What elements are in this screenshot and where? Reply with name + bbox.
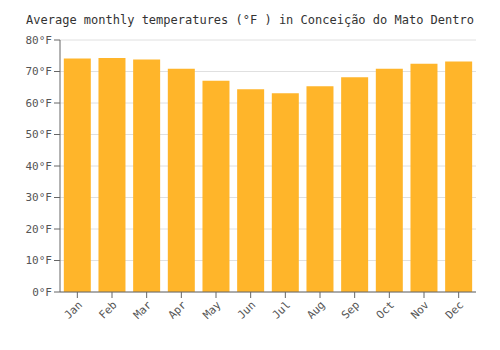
svg-text:60°F: 60°F [26, 97, 53, 110]
svg-text:Apr: Apr [166, 298, 190, 322]
svg-text:30°F: 30°F [26, 191, 53, 204]
svg-text:May: May [200, 298, 224, 322]
html-text:Average monthly temperatures (: Average monthly temperatures (°F ) in Co… [26, 13, 474, 27]
svg-text:70°F: 70°F [26, 65, 53, 78]
svg-text:Jun: Jun [235, 298, 258, 321]
svg-text:Aug: Aug [304, 298, 327, 321]
svg-text:80°F: 80°F [26, 34, 53, 47]
svg-text:Jul: Jul [270, 298, 293, 321]
svg-text:Mar: Mar [131, 298, 155, 322]
svg-text:50°F: 50°F [26, 128, 53, 141]
svg-text:20°F: 20°F [26, 223, 53, 236]
svg-text:40°F: 40°F [26, 160, 53, 173]
svg-text:Oct: Oct [374, 298, 397, 321]
svg-text:Sep: Sep [339, 298, 362, 321]
svg-text:Feb: Feb [96, 298, 119, 321]
svg-text:0°F: 0°F [32, 286, 52, 299]
svg-text:10°F: 10°F [26, 254, 53, 267]
svg-text:Dec: Dec [443, 298, 466, 321]
svg-text:Nov: Nov [408, 298, 432, 322]
svg-text:Jan: Jan [62, 298, 85, 321]
